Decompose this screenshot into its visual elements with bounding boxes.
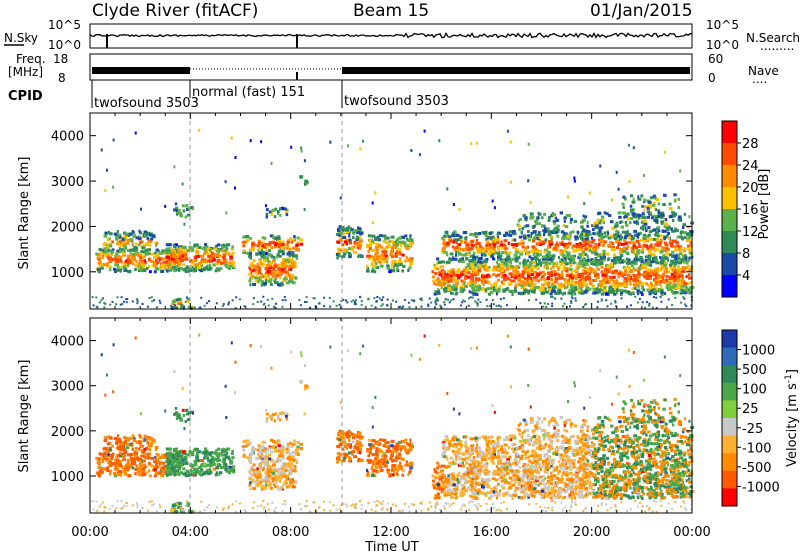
colorbar-tick-label: 25 [742, 402, 759, 417]
cpid-segment-3: twofsound 3503 [344, 94, 449, 109]
colorbar-tick-label: 16 [742, 203, 759, 218]
nsky-label: N.Sky [4, 31, 38, 45]
nsearch-marker: ......... [760, 39, 794, 53]
colorbar-tick-label: 28 [742, 137, 759, 152]
time-tick-label: 00:00 [673, 525, 710, 540]
beam-title: Beam 15 [353, 1, 429, 21]
colorbar-tick-label: 8 [742, 247, 750, 262]
colorbar-tick-label: 500 [742, 363, 767, 378]
freq-label-bottom: [MHz] [8, 65, 43, 79]
range-tick-label: 1000 [51, 266, 84, 281]
colorbar-tick-label: 20 [742, 181, 759, 196]
velocity-colorbar: 1000 500 100 25 -25 -100 -500 -1000 [721, 329, 780, 507]
velocity-colorbar-label: Velocity [m s-1] [784, 369, 800, 467]
colorbar-tick-label: 1000 [742, 344, 775, 359]
colorbar-tick-label: 24 [742, 159, 759, 174]
time-axis-label: Time UT [364, 540, 418, 554]
range-tick-label: 2000 [51, 425, 84, 440]
cpid-segment-2: normal (fast) 151 [192, 85, 305, 100]
power-colorbar: 28 24 20 16 12 8 4 [721, 120, 759, 298]
time-tick-label: 00:00 [71, 525, 108, 540]
cpid-label: CPID [8, 89, 43, 104]
colorbar-tick-label: -25 [742, 422, 763, 437]
range-tick-label: 4000 [51, 130, 84, 145]
freq-tick-bottom: 8 [58, 71, 66, 85]
colorbar-tick-label: -100 [742, 441, 772, 456]
range-tick-label: 2000 [51, 220, 84, 235]
nsearch-tick-top: 10^5 [706, 18, 739, 32]
time-tick-label: 04:00 [172, 525, 209, 540]
range-tick-label: 3000 [51, 380, 84, 395]
nave-label: Nave [748, 64, 779, 78]
colorbar-tick-label: 12 [742, 225, 759, 240]
cpid-row: CPID twofsound 3503 normal (fast) 151 tw… [8, 80, 449, 111]
time-axis: 00:00 04:00 08:00 12:00 16:00 20:00 00:00 [71, 113, 711, 540]
nsearch-label: N.Search [746, 31, 800, 45]
nsky-tick-bottom: 10^0 [48, 38, 81, 52]
date-title: 01/Jan/2015 [590, 1, 693, 21]
time-tick-label: 12:00 [372, 525, 409, 540]
nave-tick-bottom: 0 [708, 71, 716, 85]
velocity-scatter-data [91, 333, 695, 514]
nsky-tick-top: 10^5 [48, 18, 81, 32]
power-ylabel: Slant Range [km] [17, 157, 32, 270]
nsky-strip: N.Sky 10^5 10^0 10^5 10^0 N.Search .....… [4, 18, 800, 53]
station-title: Clyde River (fitACF) [92, 1, 258, 21]
velocity-panel: 1000 2000 3000 4000 Slant Range [km] 1000 50… [17, 317, 800, 514]
nsearch-tick-bottom: 10^0 [706, 38, 739, 52]
colorbar-tick-label: -500 [742, 461, 772, 476]
range-tick-label: 3000 [51, 175, 84, 190]
range-tick-label: 4000 [51, 335, 84, 350]
colorbar-tick-label: -1000 [742, 480, 780, 495]
freq-label-top: Freq. [16, 52, 46, 66]
colorbar-tick-label: 4 [742, 269, 750, 284]
range-tick-label: 1000 [51, 470, 84, 485]
freq-tick-top: 18 [53, 52, 68, 66]
freq-strip: Freq. [MHz] 18 8 60 0 Nave .... [8, 52, 779, 86]
power-panel: 1000 2000 3000 4000 Slant Range [km] 28 24 20… [17, 112, 772, 310]
velocity-ylabel: Slant Range [km] [17, 360, 32, 473]
nsky-series [89, 31, 693, 39]
time-tick-label: 20:00 [573, 525, 610, 540]
nave-marker: .... [752, 72, 767, 86]
cpid-segment-1: twofsound 3503 [94, 96, 199, 111]
power-scatter-data [91, 128, 695, 310]
nave-tick-top: 60 [708, 52, 723, 66]
time-tick-label: 08:00 [272, 525, 309, 540]
colorbar-tick-label: 100 [742, 383, 767, 398]
power-colorbar-label: Power [dB] [757, 169, 772, 240]
time-tick-label: 16:00 [473, 525, 510, 540]
